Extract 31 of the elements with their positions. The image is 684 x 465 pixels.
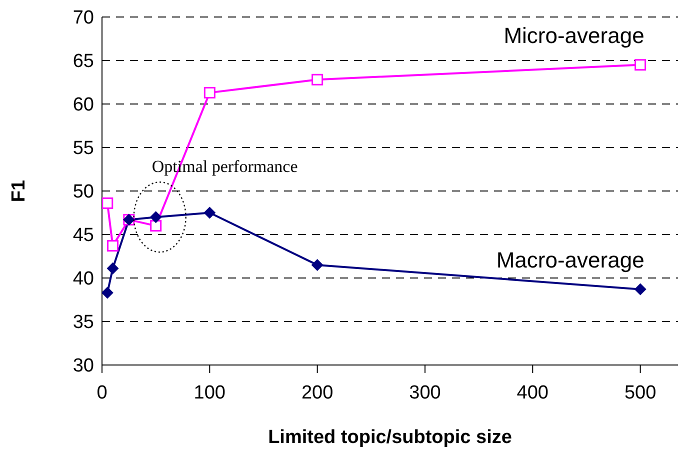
- point: [634, 283, 646, 296]
- y-tick-label: 45: [72, 225, 94, 246]
- y-tick-label: 30: [72, 356, 94, 377]
- x-tick-label: 300: [409, 382, 441, 404]
- x-tick-label: 400: [516, 382, 549, 404]
- series-label: Micro-average: [504, 22, 644, 48]
- point: [150, 211, 162, 224]
- point: [634, 59, 646, 71]
- point: [150, 220, 162, 232]
- y-tick-label: 55: [72, 138, 94, 160]
- series-label: Macro-average: [496, 247, 644, 272]
- y-tick-label: 70: [72, 8, 94, 29]
- point: [102, 286, 114, 299]
- y-tick-label: 65: [72, 51, 94, 72]
- y-axis-title: F1: [8, 179, 30, 202]
- point: [106, 262, 119, 274]
- point: [107, 240, 119, 252]
- y-tick-label: 40: [72, 268, 94, 290]
- point: [204, 86, 216, 98]
- x-tick-label: 200: [301, 382, 334, 404]
- x-tick-label: 0: [96, 382, 108, 404]
- y-tick-label: 60: [72, 94, 94, 116]
- y-tick-label: 35: [72, 312, 94, 334]
- y-tick-label: 50: [72, 182, 94, 203]
- point: [102, 197, 114, 209]
- point: [312, 74, 324, 86]
- point: [204, 206, 216, 219]
- x-tick-label: 100: [194, 382, 226, 404]
- point: [311, 258, 324, 271]
- x-tick-label: 500: [624, 382, 656, 404]
- x-axis-title: Limited topic/subtopic size: [268, 427, 512, 448]
